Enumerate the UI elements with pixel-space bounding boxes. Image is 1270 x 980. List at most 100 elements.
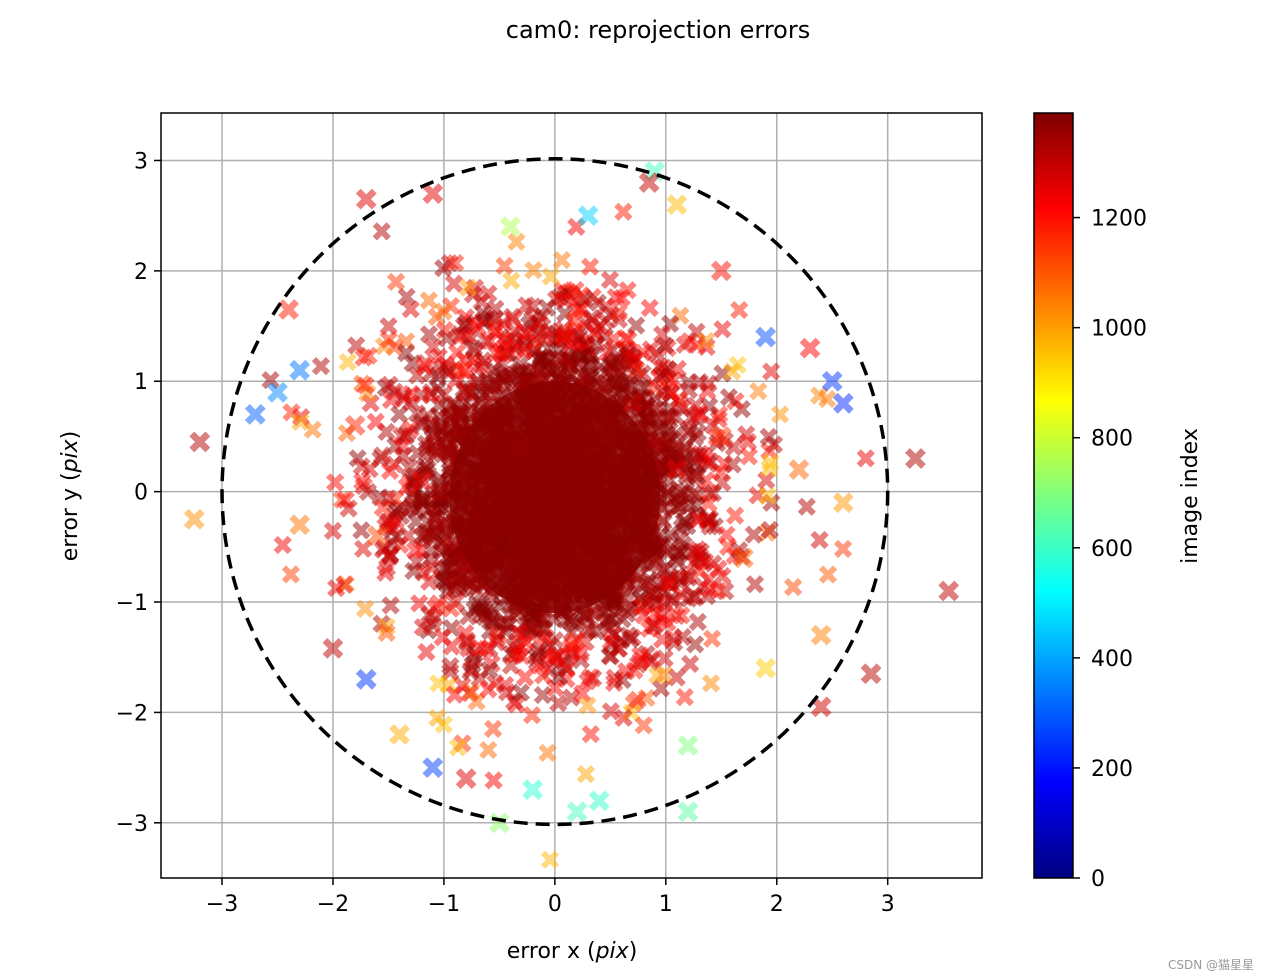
data-point (189, 431, 211, 453)
cloud-marker (588, 293, 608, 312)
cloud-marker (719, 388, 739, 407)
cloud-marker (327, 579, 346, 598)
cloud-marker (856, 449, 875, 468)
x-tick-label: −3 (206, 892, 238, 917)
cloud-marker (679, 589, 698, 608)
data-point (455, 768, 477, 790)
colorbar (1033, 112, 1074, 879)
data-point (411, 470, 433, 492)
cloud-marker (428, 379, 447, 398)
cloud-marker (339, 499, 358, 518)
cloud-marker (503, 310, 523, 329)
data-point (500, 216, 521, 238)
cloud-marker (654, 358, 673, 377)
reference-circle (220, 157, 890, 827)
cloud-marker (576, 765, 596, 784)
cloud-marker (723, 455, 742, 474)
cloud-marker (758, 486, 777, 505)
data-point (522, 779, 544, 801)
data-point (710, 260, 732, 282)
cloud-marker (448, 738, 468, 757)
data-point (638, 172, 660, 193)
y-tick-label: 0 (134, 481, 148, 506)
cloud-marker (591, 358, 611, 377)
y-axis-label: error y (pix) (58, 431, 83, 562)
cloud-marker (379, 330, 398, 349)
data-point (511, 437, 532, 458)
data-point (278, 299, 299, 320)
cloud-marker (419, 325, 439, 344)
y-tick-label: −3 (116, 812, 148, 837)
cloud-marker (646, 541, 665, 560)
cloud-marker (352, 521, 371, 540)
cloud-marker (515, 668, 535, 687)
y-axis-label-prefix: error y ( (58, 472, 83, 561)
cloud-marker (749, 382, 768, 401)
cloud-marker (422, 558, 441, 577)
cloud-marker (397, 343, 416, 363)
cloud-marker (653, 325, 672, 344)
cloud-marker (697, 331, 716, 351)
cloud-marker (818, 565, 838, 584)
cloud-marker (723, 362, 742, 381)
cloud-marker (356, 376, 375, 395)
data-point (666, 459, 688, 480)
cloud-marker (627, 316, 646, 335)
cloud-marker (428, 708, 447, 728)
cloud-marker (617, 357, 637, 376)
cloud-marker (479, 740, 498, 760)
data-point (183, 508, 205, 530)
cloud-marker (323, 521, 343, 540)
cloud-marker (586, 335, 606, 354)
cloud-marker (661, 590, 681, 609)
data-point (677, 801, 699, 823)
data-point (566, 448, 588, 469)
cloud-marker (538, 358, 557, 378)
data-point (289, 359, 311, 381)
cloud-marker (291, 412, 310, 432)
cloud-marker (591, 316, 610, 336)
cloud-marker (618, 281, 637, 300)
cloud-marker (479, 680, 498, 699)
data-point (644, 470, 666, 492)
cloud-marker (390, 405, 409, 424)
y-tick-label: 2 (134, 260, 148, 285)
cloud-marker (687, 497, 706, 516)
cloud-marker (699, 494, 718, 513)
cloud-marker (573, 367, 592, 386)
cloud-marker (467, 595, 487, 614)
cloud-marker (447, 343, 467, 362)
data-point (355, 188, 377, 210)
cloud-marker (744, 525, 763, 544)
cloud-marker (564, 311, 583, 331)
cloud-marker (399, 526, 418, 545)
cloud-marker (358, 482, 378, 501)
cloud-marker (380, 375, 399, 394)
cloud-marker (709, 559, 728, 578)
y-axis-label-unit: pix (58, 438, 83, 473)
cloud-marker (634, 716, 653, 735)
cloud-marker (797, 497, 816, 516)
cloud-marker (470, 638, 489, 658)
cloud-marker (467, 692, 486, 711)
cloud-marker (386, 272, 406, 291)
data-point (821, 370, 843, 392)
cloud-marker (495, 256, 514, 275)
cloud-marker (660, 421, 679, 440)
cloud-marker (730, 300, 749, 320)
cloud-marker (451, 580, 470, 599)
data-point (289, 514, 311, 536)
colorbar-tick-label: 400 (1091, 647, 1133, 672)
cloud-marker (461, 682, 481, 701)
cloud-marker (354, 539, 373, 558)
data-point (422, 757, 444, 779)
cloud-marker (581, 725, 600, 744)
cloud-marker (587, 622, 606, 641)
data-point (455, 381, 477, 403)
cloud-marker (430, 483, 450, 502)
cloud-marker (411, 416, 431, 435)
cloud-marker (573, 684, 592, 703)
cloud-marker (686, 444, 705, 463)
cloud-marker (739, 447, 759, 466)
